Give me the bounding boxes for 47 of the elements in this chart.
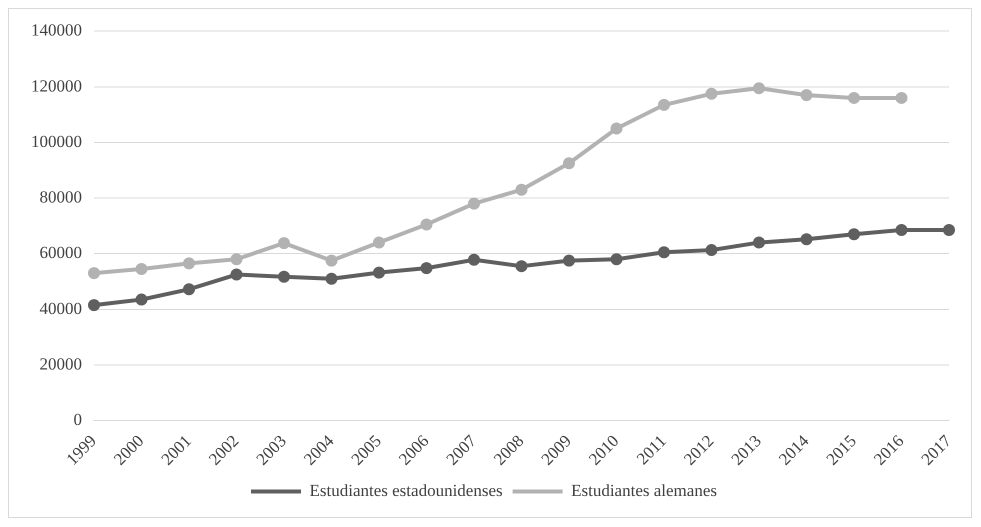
y-tick-label: 40000 (40, 298, 82, 318)
point (88, 267, 100, 280)
y-tick-label: 20000 (40, 354, 82, 374)
legend-label: Estudiantes estadounidenses (310, 480, 503, 500)
point (800, 89, 812, 102)
point (230, 253, 242, 266)
y-tick-label: 120000 (31, 76, 82, 96)
point (563, 254, 575, 267)
point (706, 88, 718, 100)
point (468, 198, 480, 210)
point (468, 254, 480, 266)
point (516, 184, 528, 196)
point (706, 244, 718, 256)
y-tick-label: 100000 (31, 132, 82, 151)
y-tick-label: 140000 (31, 20, 82, 40)
point (373, 266, 385, 279)
point (88, 299, 100, 312)
point (753, 236, 765, 249)
legend-label: Estudiantes alemanes (571, 480, 717, 500)
point (516, 260, 528, 272)
point (658, 246, 670, 258)
point (848, 228, 860, 240)
point (658, 98, 670, 111)
point (943, 224, 955, 236)
point (610, 253, 622, 266)
point (136, 294, 148, 306)
point (230, 268, 242, 281)
point (183, 283, 195, 296)
point (278, 270, 290, 283)
point (896, 224, 908, 236)
point (420, 262, 432, 274)
y-tick-label: 0 (74, 410, 82, 429)
point (326, 254, 338, 267)
point (800, 233, 812, 246)
point (420, 218, 432, 230)
point (563, 157, 575, 170)
point (183, 257, 195, 270)
y-tick-label: 80000 (40, 188, 82, 207)
point (278, 237, 290, 250)
point (896, 92, 908, 104)
point (136, 262, 148, 275)
y-tick-label: 60000 (40, 243, 82, 262)
point (848, 92, 860, 104)
point (326, 272, 338, 285)
point (610, 122, 622, 135)
point (753, 82, 765, 94)
point (373, 236, 385, 249)
